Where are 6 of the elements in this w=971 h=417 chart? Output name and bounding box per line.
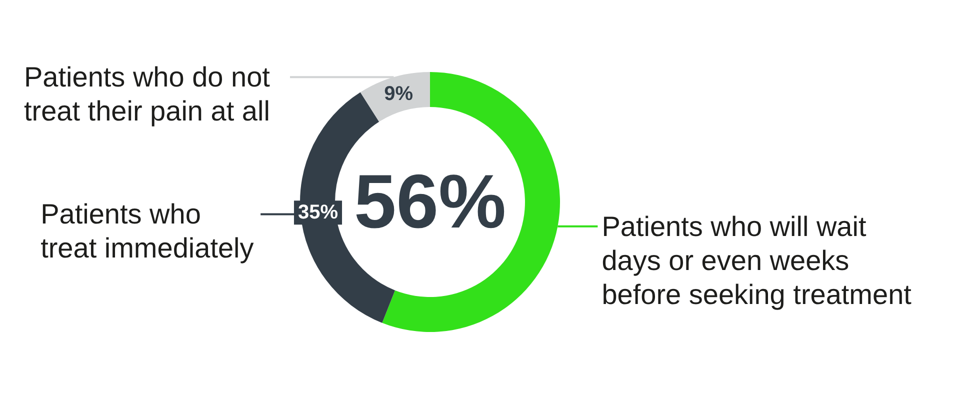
slice-label: Patients who will wait days or even weeks before seeking treatment xyxy=(602,210,912,310)
legend-label: Patients who treat immediately xyxy=(40,198,254,264)
slice-label: Patients who do not treat their pain at all xyxy=(24,62,278,127)
data-label: 35% xyxy=(298,202,338,224)
data-label: 56% xyxy=(354,160,506,244)
data-label: 9% xyxy=(384,82,414,105)
